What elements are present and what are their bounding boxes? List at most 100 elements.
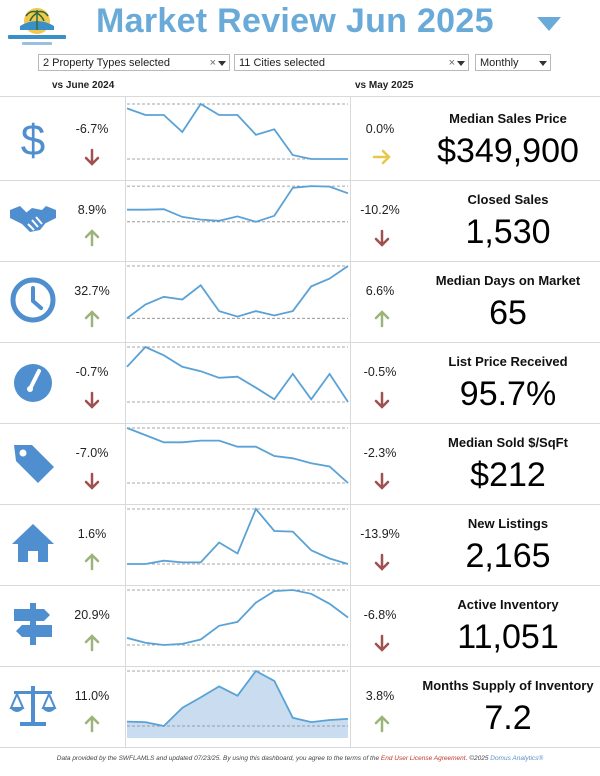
footer-copyright: . ©2025: [465, 755, 491, 762]
footer-disclaimer: Data provided by the SWFLAMLS and update…: [56, 755, 381, 762]
divider: [0, 585, 600, 586]
metric-label: Closed Sales: [467, 192, 549, 207]
yoy-change: 11.0%: [74, 689, 110, 703]
mom-change: -2.3%: [363, 446, 397, 460]
metric-label: Median Sales Price: [449, 111, 567, 126]
divider: [0, 747, 600, 748]
arrow-down-icon: [84, 391, 100, 409]
metric-value: 11,051: [457, 618, 559, 656]
trend-sparkline[interactable]: [125, 423, 350, 504]
divider: [0, 504, 600, 505]
divider: [350, 96, 351, 748]
arrow-up-icon: [84, 634, 100, 652]
column-head-mom: vs May 2025: [355, 80, 414, 91]
divider: [0, 180, 600, 181]
arrow-up-icon: [84, 553, 100, 571]
divider: [0, 96, 600, 97]
metric-value: 65: [489, 294, 527, 332]
arrow-up-icon: [84, 229, 100, 247]
metric-label: Median Days on Market: [435, 273, 581, 288]
divider: [0, 342, 600, 343]
yoy-change: 20.9%: [74, 608, 110, 622]
trend-line: [126, 427, 349, 484]
trend-line: [126, 669, 349, 727]
arrow-down-icon: [84, 148, 100, 166]
chevron-down-icon: [218, 61, 226, 66]
metric-row: 20.9% -6.8% Active Inventory 11,051: [0, 585, 600, 666]
domus-analytics-link[interactable]: Domus Analytics®: [490, 755, 544, 762]
trend-line: [127, 507, 349, 565]
chevron-down-icon: [457, 61, 465, 66]
mom-change: 3.8%: [365, 689, 395, 703]
arrow-down-icon: [374, 634, 390, 652]
mom-change: -6.8%: [363, 608, 397, 622]
trend-sparkline[interactable]: [125, 585, 350, 666]
brand-logo: [8, 8, 66, 45]
metric-label: Active Inventory: [457, 597, 559, 612]
metric-row: -0.7% -0.5% List Price Received 95.7%: [0, 342, 600, 423]
trend-area: [127, 671, 348, 738]
yoy-change: 32.7%: [74, 284, 110, 298]
metric-value: $349,900: [437, 132, 579, 170]
house-icon: [12, 524, 54, 562]
metric-label: Months Supply of Inventory: [422, 678, 594, 693]
dollar-icon: $: [21, 116, 45, 163]
metric-label: New Listings: [467, 516, 549, 531]
metric-value: 1,530: [465, 213, 551, 251]
clock-icon: [10, 277, 56, 323]
period-select[interactable]: Monthly: [475, 54, 551, 71]
signpost-icon: [14, 603, 52, 645]
mom-change: -10.2%: [360, 203, 400, 217]
trend-line: [126, 265, 349, 320]
clear-cities-icon[interactable]: ×: [448, 57, 455, 69]
chevron-down-icon: [539, 61, 547, 66]
arrow-down-icon: [374, 553, 390, 571]
eula-link[interactable]: End User License Agreement: [380, 755, 466, 762]
price-tag-icon: [14, 445, 54, 483]
yoy-change: -6.7%: [75, 122, 109, 136]
trend-line: [127, 185, 349, 223]
metric-value: $212: [470, 456, 546, 494]
yoy-change: -0.7%: [75, 365, 109, 379]
cities-value: 11 Cities selected: [239, 57, 326, 69]
clear-property-types-icon[interactable]: ×: [209, 57, 216, 69]
arrow-up-icon: [84, 715, 100, 733]
trend-line: [126, 345, 349, 403]
mom-change: -0.5%: [363, 365, 397, 379]
arrow-up-icon: [374, 310, 390, 328]
arrow-right-icon: [372, 149, 391, 165]
handshake-icon: [10, 206, 56, 232]
yoy-change: 8.9%: [77, 203, 107, 217]
trend-sparkline[interactable]: [125, 504, 350, 585]
metric-value: 2,165: [465, 537, 551, 575]
trend-sparkline[interactable]: [125, 666, 350, 747]
metric-row: -7.0% -2.3% Median Sold $/SqFt $212: [0, 423, 600, 504]
divider: [125, 96, 126, 748]
property-types-filter[interactable]: 2 Property Types selected ×: [38, 54, 230, 71]
arrow-down-icon: [374, 472, 390, 490]
metric-label: List Price Received: [448, 354, 568, 369]
footer: Data provided by the SWFLAMLS and update…: [0, 755, 600, 762]
metric-row: $ -6.7% 0.0% Median Sales Price $349,900: [0, 99, 600, 180]
title-dropdown-icon[interactable]: [536, 14, 562, 34]
trend-sparkline[interactable]: [125, 180, 350, 261]
scales-icon: [9, 686, 57, 726]
arrow-down-icon: [84, 472, 100, 490]
trend-sparkline[interactable]: [125, 261, 350, 342]
yoy-change: 1.6%: [77, 527, 107, 541]
trend-sparkline[interactable]: [125, 342, 350, 423]
metric-row: 1.6% -13.9% New Listings 2,165: [0, 504, 600, 585]
yoy-change: -7.0%: [75, 446, 109, 460]
mom-change: 0.0%: [365, 122, 395, 136]
metric-row: 32.7% 6.6% Median Days on Market 65: [0, 261, 600, 342]
mom-change: 6.6%: [365, 284, 395, 298]
mom-change: -13.9%: [360, 527, 400, 541]
arrow-down-icon: [374, 391, 390, 409]
trend-line: [126, 589, 349, 646]
trend-line: [126, 102, 348, 160]
trend-sparkline[interactable]: [125, 99, 350, 180]
metric-value: 95.7%: [459, 375, 557, 413]
property-types-value: 2 Property Types selected: [43, 57, 170, 69]
metric-row: 11.0% 3.8% Months Supply of Inventory 7.2: [0, 666, 600, 747]
cities-filter[interactable]: 11 Cities selected ×: [234, 54, 469, 71]
